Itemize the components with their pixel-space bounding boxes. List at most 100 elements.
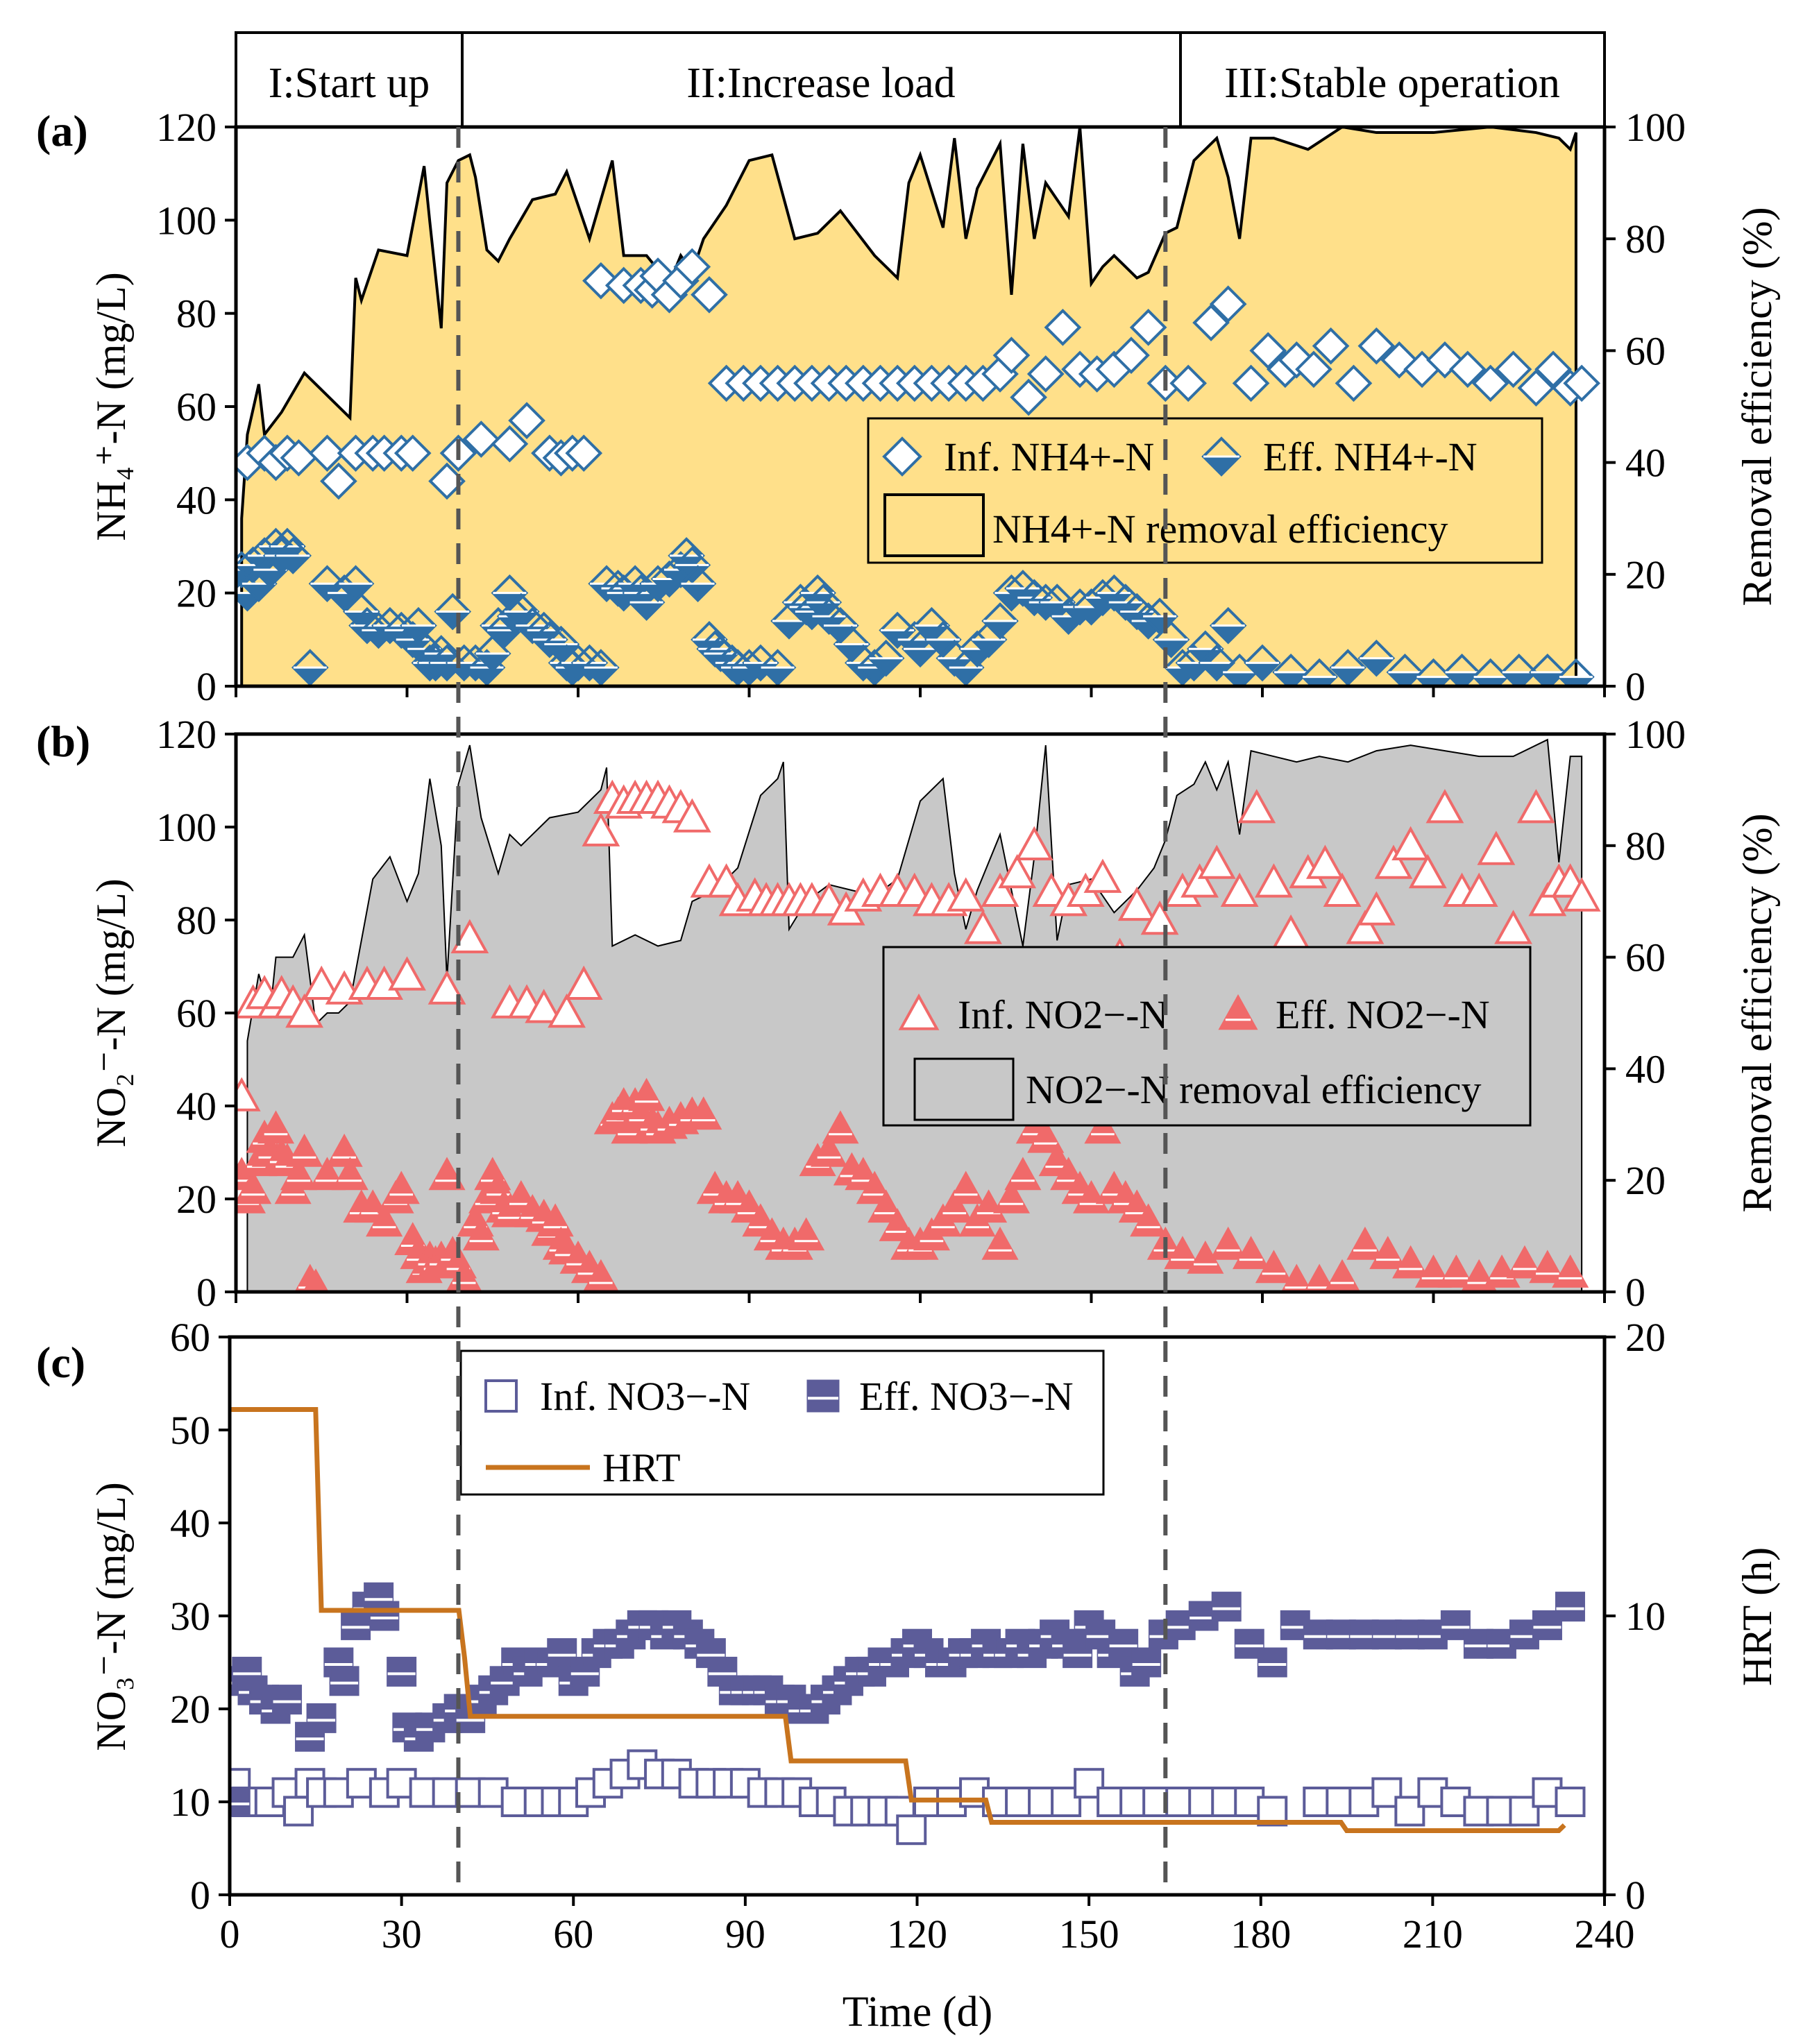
legend-inf-no3-label: Inf. NO3−-N <box>540 1374 750 1419</box>
marker-outline <box>879 611 916 649</box>
marker-outline <box>673 546 711 584</box>
x-tick-label: 90 <box>725 1911 765 1957</box>
legend-marker <box>484 1379 518 1413</box>
eff-point <box>236 1170 272 1204</box>
eff-point <box>1209 606 1247 645</box>
y-tick-label: 20 <box>176 1177 217 1222</box>
y2-tick-label: 60 <box>1625 328 1666 373</box>
marker-outline <box>1443 654 1481 686</box>
inf-point <box>1357 891 1396 926</box>
eff-point <box>1255 1250 1292 1284</box>
marker-fill <box>806 602 840 620</box>
phase-boundary-lines <box>456 127 1168 1895</box>
inf-point <box>1232 364 1270 402</box>
x-tick-label: 30 <box>382 1911 422 1957</box>
panel-c-legend: Inf. NO3−-N Eff. NO3−-N HRT <box>459 1349 1105 1496</box>
marker-fill <box>415 1712 446 1743</box>
marker-outline <box>1198 644 1236 682</box>
inf-point <box>1305 844 1344 879</box>
marker-outline <box>434 593 472 631</box>
legend-eff-no2-label: Eff. NO2−-N <box>1276 992 1490 1037</box>
inf-point <box>673 248 711 286</box>
eff-point <box>387 1656 417 1687</box>
y-tick-label: 100 <box>156 198 217 243</box>
marker-fill <box>293 667 327 685</box>
panel-c-ylabel: NO₃⁻-N (mg/L) <box>88 1482 134 1751</box>
eff-point <box>366 1203 403 1237</box>
y2-tick-label: 20 <box>1625 1315 1666 1360</box>
inf-point <box>896 1814 927 1846</box>
marker-outline <box>371 606 409 645</box>
marker-fill <box>436 611 470 629</box>
eff-point <box>1210 1226 1247 1260</box>
inf-point <box>1197 844 1236 879</box>
marker-outline <box>1015 579 1053 617</box>
eff-point <box>1280 1263 1312 1292</box>
marker-outline <box>400 606 437 645</box>
y-tick-label: 100 <box>156 805 217 850</box>
eff-point <box>462 1217 500 1251</box>
eff-point <box>981 1226 1019 1260</box>
marker-outline <box>822 606 859 645</box>
marker-fill <box>306 1703 337 1733</box>
marker-fill <box>272 1685 303 1715</box>
y2-tick-label: 40 <box>1625 441 1666 486</box>
inf-point <box>1220 872 1259 907</box>
inf-point <box>285 993 323 1028</box>
eff-point <box>1211 1592 1242 1622</box>
inf-point <box>1044 308 1082 346</box>
marker-fill <box>401 625 435 642</box>
eff-point <box>1529 1250 1566 1284</box>
eff-point <box>428 1157 466 1191</box>
eff-point <box>1357 639 1396 677</box>
y2-tick-label: 0 <box>1625 1270 1645 1315</box>
inf-point <box>393 434 432 472</box>
legend-eff-no2-marker <box>1218 994 1258 1030</box>
inf-point <box>1169 364 1208 402</box>
inf-point <box>1010 378 1047 416</box>
eff-point <box>415 1712 446 1743</box>
marker-fill <box>387 1656 417 1687</box>
marker-fill <box>1388 672 1422 686</box>
eff-point <box>1555 1592 1585 1622</box>
marker-fill <box>1530 672 1564 686</box>
marker-fill <box>681 584 715 601</box>
y-tick-label: 40 <box>176 477 217 522</box>
panel-c-tag: (c) <box>36 1338 85 1387</box>
y-tick-label: 0 <box>196 1270 217 1315</box>
eff-point <box>400 606 437 645</box>
eff-point <box>329 1666 359 1696</box>
inf-point <box>1471 364 1509 402</box>
panel-a-tag: (a) <box>36 106 88 155</box>
eff-point <box>280 1157 317 1191</box>
x-tick-label: 180 <box>1230 1911 1291 1957</box>
marker-fill <box>1303 1263 1335 1292</box>
marker-outline <box>570 644 609 682</box>
inf-point <box>564 965 603 1000</box>
inf-point <box>320 462 357 500</box>
y2-tick-label: 10 <box>1625 1594 1666 1639</box>
y-tick-label: 0 <box>196 664 217 709</box>
inf-point <box>308 434 346 472</box>
inf-point <box>1026 355 1065 393</box>
y-tick-label: 120 <box>156 105 217 150</box>
phase-label-3: III:Stable operation <box>1224 60 1560 107</box>
inf-point <box>1459 872 1498 907</box>
marker-fill <box>1445 672 1479 686</box>
marker-fill <box>983 620 1017 638</box>
marker-fill <box>695 1638 726 1669</box>
marker-fill <box>470 667 504 685</box>
marker-fill <box>1246 663 1279 680</box>
marker-fill <box>904 649 937 666</box>
eff-point <box>685 1096 722 1130</box>
y-tick-label: 40 <box>170 1501 210 1546</box>
marker-fill <box>344 611 378 629</box>
marker-fill <box>475 653 509 670</box>
marker-fill <box>242 584 276 601</box>
eff-point <box>1272 654 1310 686</box>
legend-box <box>459 1349 1105 1496</box>
legend-marker <box>1201 436 1242 477</box>
inf-point <box>388 956 426 991</box>
y-tick-label: 10 <box>170 1780 210 1825</box>
eff-point <box>1164 1236 1201 1270</box>
